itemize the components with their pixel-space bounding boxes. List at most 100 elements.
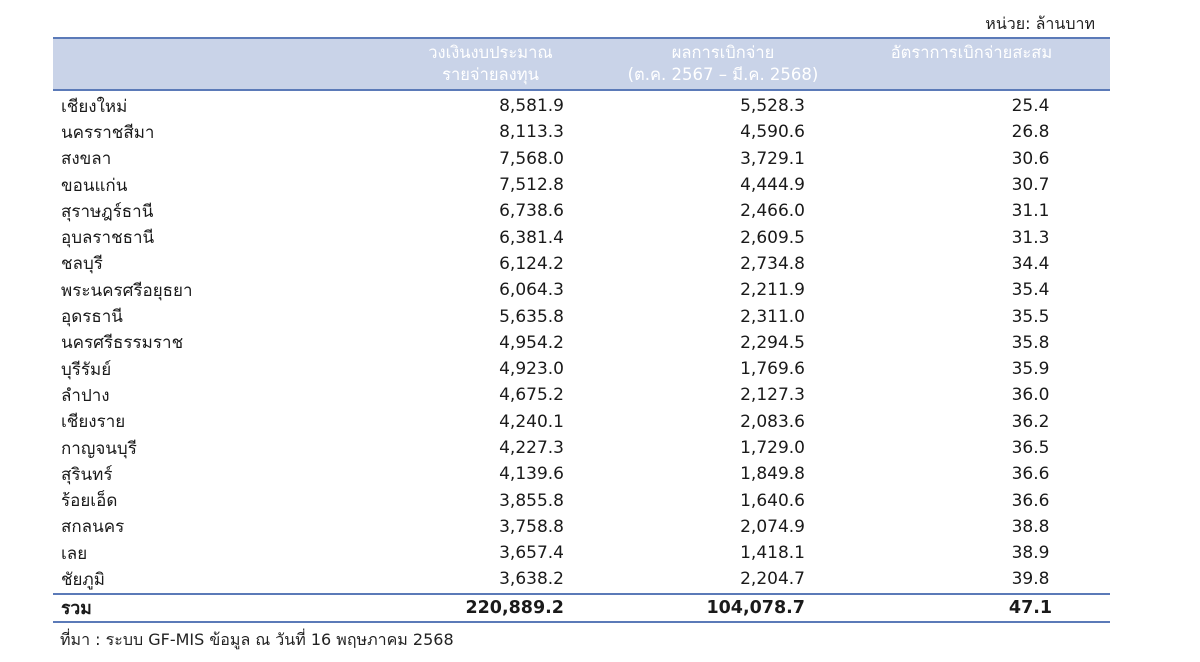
- budget-value: 8,581.9: [499, 96, 564, 117]
- header-disbursed: ผลการเบิกจ่าย (ต.ค. 2567 – มี.ค. 2568): [568, 39, 833, 89]
- budget-value: 7,512.8: [499, 175, 564, 196]
- province-name: นครศรีธรรมราช: [61, 333, 184, 354]
- total-label: รวม: [61, 598, 92, 619]
- budget-value: 6,381.4: [499, 227, 564, 248]
- header-rate-line-1: อัตราการเบิกจ่ายสะสม: [890, 43, 1053, 62]
- province-name: เชียงราย: [61, 412, 126, 433]
- province-name: บุรีรัมย์: [61, 359, 112, 380]
- rate-value: 36.6: [1011, 464, 1050, 485]
- total-row: รวม 220,889.2 104,078.7 47.1: [53, 592, 1110, 623]
- disbursed-value: 2,211.9: [740, 280, 805, 301]
- province-name: เชียงใหม่: [61, 96, 128, 117]
- budget-value: 8,113.3: [499, 122, 564, 143]
- rate-value: 35.8: [1011, 332, 1050, 353]
- rate-value: 36.0: [1011, 385, 1050, 406]
- table-row: เชียงใหม่ 8,581.9 5,528.3 25.4: [53, 93, 1110, 119]
- disbursed-value: 2,609.5: [740, 227, 805, 248]
- province-name: อุบลราชธานี: [61, 228, 155, 249]
- disbursed-value: 4,590.6: [740, 122, 805, 143]
- disbursed-value: 2,466.0: [740, 201, 805, 222]
- disbursed-value: 2,074.9: [740, 516, 805, 537]
- budget-value: 5,635.8: [499, 306, 564, 327]
- province-name: กาญจนบุรี: [61, 438, 137, 459]
- rate-value: 26.8: [1011, 122, 1050, 143]
- table-row: สกลนคร 3,758.8 2,074.9 38.8: [53, 514, 1110, 540]
- budget-value: 3,758.8: [499, 516, 564, 537]
- disbursed-value: 2,127.3: [740, 385, 805, 406]
- total-rate: 47.1: [1008, 597, 1053, 618]
- rate-value: 35.9: [1011, 359, 1050, 380]
- province-name: ขอนแก่น: [61, 175, 128, 196]
- disbursed-value: 1,769.6: [740, 359, 805, 380]
- disbursed-value: 2,204.7: [740, 569, 805, 590]
- header-province: [53, 39, 353, 89]
- table-row: เชียงราย 4,240.1 2,083.6 36.2: [53, 409, 1110, 435]
- budget-value: 6,064.3: [499, 280, 564, 301]
- budget-value: 4,240.1: [499, 411, 564, 432]
- rate-value: 31.1: [1011, 201, 1050, 222]
- table-row: ชลบุรี 6,124.2 2,734.8 34.4: [53, 251, 1110, 277]
- table-row: ชัยภูมิ 3,638.2 2,204.7 39.8: [53, 566, 1110, 592]
- rate-value: 31.3: [1011, 227, 1050, 248]
- rate-value: 35.5: [1011, 306, 1050, 327]
- header-budget: วงเงินงบประมาณ รายจ่ายลงทุน: [353, 39, 568, 89]
- rate-value: 30.7: [1011, 175, 1050, 196]
- disbursed-value: 2,311.0: [740, 306, 805, 327]
- header-budget-line-1: วงเงินงบประมาณ: [428, 43, 553, 62]
- province-name: ชัยภูมิ: [61, 570, 105, 590]
- province-name: เลย: [61, 543, 88, 564]
- province-name: พระนครศรีอยุธยา: [61, 280, 193, 301]
- disbursed-value: 5,528.3: [740, 96, 805, 117]
- rate-value: 36.5: [1011, 438, 1050, 458]
- budget-value: 3,855.8: [499, 490, 564, 511]
- table-row: ขอนแก่น 7,512.8 4,444.9 30.7: [53, 172, 1110, 198]
- data-table: วงเงินงบประมาณ รายจ่ายลงทุน ผลการเบิกจ่า…: [53, 37, 1110, 623]
- province-name: สงขลา: [61, 149, 112, 170]
- rate-value: 35.4: [1011, 280, 1050, 301]
- disbursed-value: 2,734.8: [740, 253, 805, 274]
- budget-value: 4,227.3: [499, 438, 564, 458]
- table-header: วงเงินงบประมาณ รายจ่ายลงทุน ผลการเบิกจ่า…: [53, 37, 1110, 91]
- table-row: พระนครศรีอยุธยา 6,064.3 2,211.9 35.4: [53, 277, 1110, 303]
- province-name: อุดรธานี: [61, 307, 123, 328]
- budget-value: 6,124.2: [499, 253, 564, 274]
- unit-note: หน่วย: ล้านบาท: [985, 14, 1095, 33]
- budget-value: 3,657.4: [499, 543, 564, 564]
- province-name: ร้อยเอ็ด: [61, 491, 118, 512]
- disbursed-value: 4,444.9: [740, 175, 805, 196]
- budget-value: 4,139.6: [499, 464, 564, 485]
- table-row: กาญจนบุรี 4,227.3 1,729.0 36.5: [53, 435, 1110, 461]
- rate-value: 30.6: [1011, 148, 1050, 169]
- disbursed-value: 3,729.1: [740, 148, 805, 169]
- disbursed-value: 1,640.6: [740, 490, 805, 511]
- disbursed-value: 1,849.8: [740, 464, 805, 485]
- budget-value: 4,923.0: [499, 359, 564, 380]
- rate-value: 36.2: [1011, 411, 1050, 432]
- table-body: เชียงใหม่ 8,581.9 5,528.3 25.4 นครราชสีมา 8,1…: [53, 91, 1110, 593]
- table-row: บุรีรัมย์ 4,923.0 1,769.6 35.9: [53, 356, 1110, 382]
- table-row: ลำปาง 4,675.2 2,127.3 36.0: [53, 382, 1110, 408]
- province-name: สุราษฎร์ธานี: [61, 201, 154, 222]
- header-budget-line-2: รายจ่ายลงทุน: [442, 65, 539, 84]
- rate-value: 38.8: [1011, 516, 1050, 537]
- table-row: สุรินทร์ 4,139.6 1,849.8 36.6: [53, 461, 1110, 487]
- budget-value: 4,954.2: [499, 332, 564, 353]
- disbursed-value: 2,294.5: [740, 332, 805, 353]
- province-name: นครราชสีมา: [61, 122, 155, 143]
- table-row: สงขลา 7,568.0 3,729.1 30.6: [53, 146, 1110, 172]
- disbursed-value: 2,083.6: [740, 411, 805, 432]
- rate-value: 39.8: [1011, 569, 1050, 590]
- header-disbursed-line-1: ผลการเบิกจ่าย: [671, 43, 775, 62]
- table-row: นครราชสีมา 8,113.3 4,590.6 26.8: [53, 119, 1110, 145]
- rate-value: 38.9: [1011, 543, 1050, 564]
- budget-value: 7,568.0: [499, 148, 564, 169]
- table-row: เลย 3,657.4 1,418.1 38.9: [53, 540, 1110, 566]
- table-row: อุดรธานี 5,635.8 2,311.0 35.5: [53, 303, 1110, 329]
- province-name: ชลบุรี: [61, 254, 103, 275]
- disbursed-value: 1,729.0: [740, 438, 805, 458]
- table-row: สุราษฎร์ธานี 6,738.6 2,466.0 31.1: [53, 198, 1110, 224]
- rate-value: 25.4: [1011, 96, 1050, 117]
- province-name: ลำปาง: [61, 385, 110, 406]
- rate-value: 34.4: [1011, 253, 1050, 274]
- budget-value: 6,738.6: [499, 201, 564, 222]
